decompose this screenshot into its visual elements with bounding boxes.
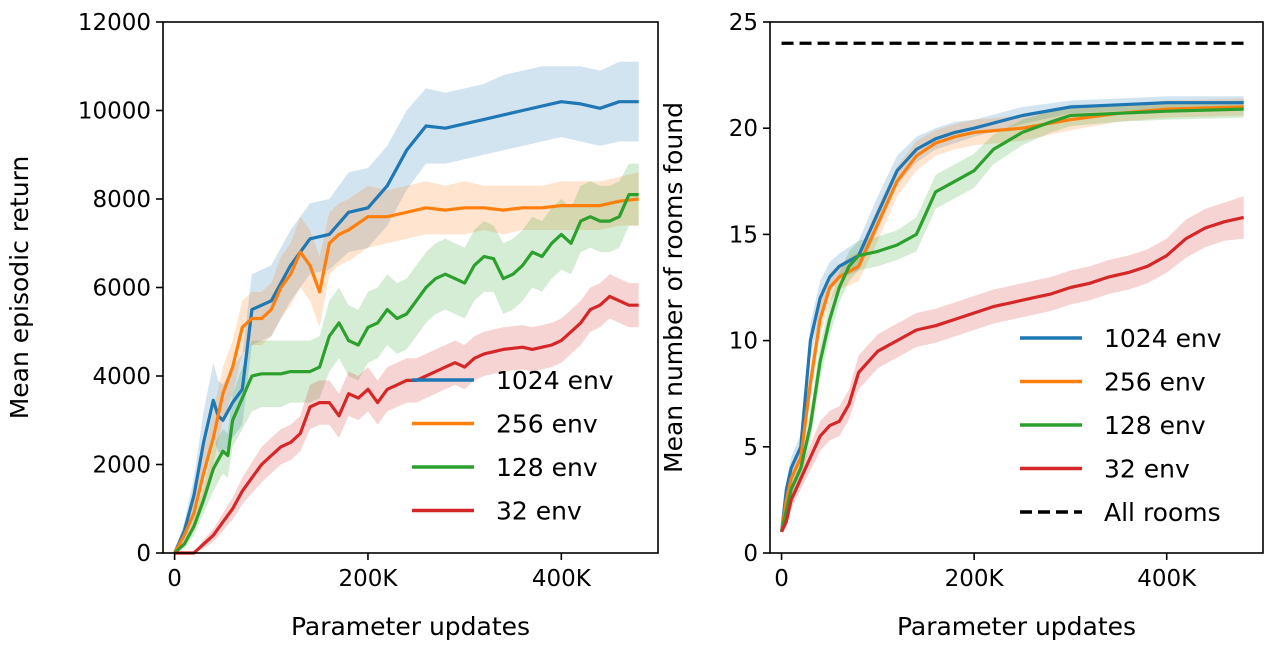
x-axis-label: Parameter updates	[291, 612, 530, 641]
x-tick-label: 200K	[338, 566, 398, 592]
series-line-1024-env	[780, 101, 1244, 532]
y-tick-label: 6000	[92, 276, 151, 302]
legend-label: 1024 env	[1104, 324, 1222, 353]
series-line-256-env	[780, 105, 1244, 533]
band-128-env	[174, 163, 639, 553]
y-tick-label: 10	[729, 329, 758, 355]
y-tick-label: 15	[729, 222, 758, 248]
legend-label: 256 env	[1104, 368, 1206, 397]
legend-label: 32 env	[1104, 455, 1190, 484]
y-axis-label: Mean episodic return	[5, 156, 34, 420]
series-line-32-env	[174, 294, 639, 555]
band-32-env	[781, 196, 1244, 532]
x-tick-label: 0	[167, 566, 182, 592]
series-line-256-env	[173, 197, 639, 554]
x-axis-label: Parameter updates	[897, 612, 1136, 641]
x-tick-label: 400K	[1137, 566, 1197, 592]
y-tick-label: 12000	[78, 10, 151, 36]
y-tick-label: 0	[136, 541, 151, 567]
y-tick-label: 10000	[78, 99, 151, 125]
legend-label: All rooms	[1104, 498, 1221, 527]
series-line-128-env	[173, 193, 639, 555]
x-tick-label: 400K	[532, 566, 592, 592]
y-tick-label: 2000	[92, 453, 151, 479]
legend-label: 128 env	[496, 453, 598, 482]
y-tick-label: 20	[729, 116, 758, 142]
x-tick-label: 200K	[945, 566, 1005, 592]
y-tick-label: 5	[743, 435, 758, 461]
x-tick-label: 0	[774, 566, 789, 592]
y-tick-label: 25	[729, 10, 758, 36]
y-tick-label: 0	[743, 541, 758, 567]
legend-label: 32 env	[496, 497, 582, 526]
band-1024-env	[174, 61, 639, 554]
y-axis-label: Mean number of rooms found	[659, 102, 688, 473]
band-32-env	[174, 274, 639, 553]
y-tick-label: 4000	[92, 364, 151, 390]
legend: 1024 env 256 env 128 env 32 env All rooms	[1020, 324, 1222, 527]
legend-label: 128 env	[1104, 411, 1206, 440]
legend: 1024 env 256 env 128 env 32 env	[412, 366, 614, 526]
legend-label: 256 env	[496, 410, 598, 439]
y-tick-label: 8000	[92, 187, 151, 213]
legend-label: 1024 env	[496, 366, 614, 395]
series-line-128-env	[780, 107, 1244, 533]
chart-panel-episodic-return: 0 2000 4000 6000 8000 10000 12000 0 200K 400KPara…	[5, 10, 659, 641]
series-line-32-env	[780, 215, 1245, 533]
plot-frame	[769, 21, 1264, 554]
